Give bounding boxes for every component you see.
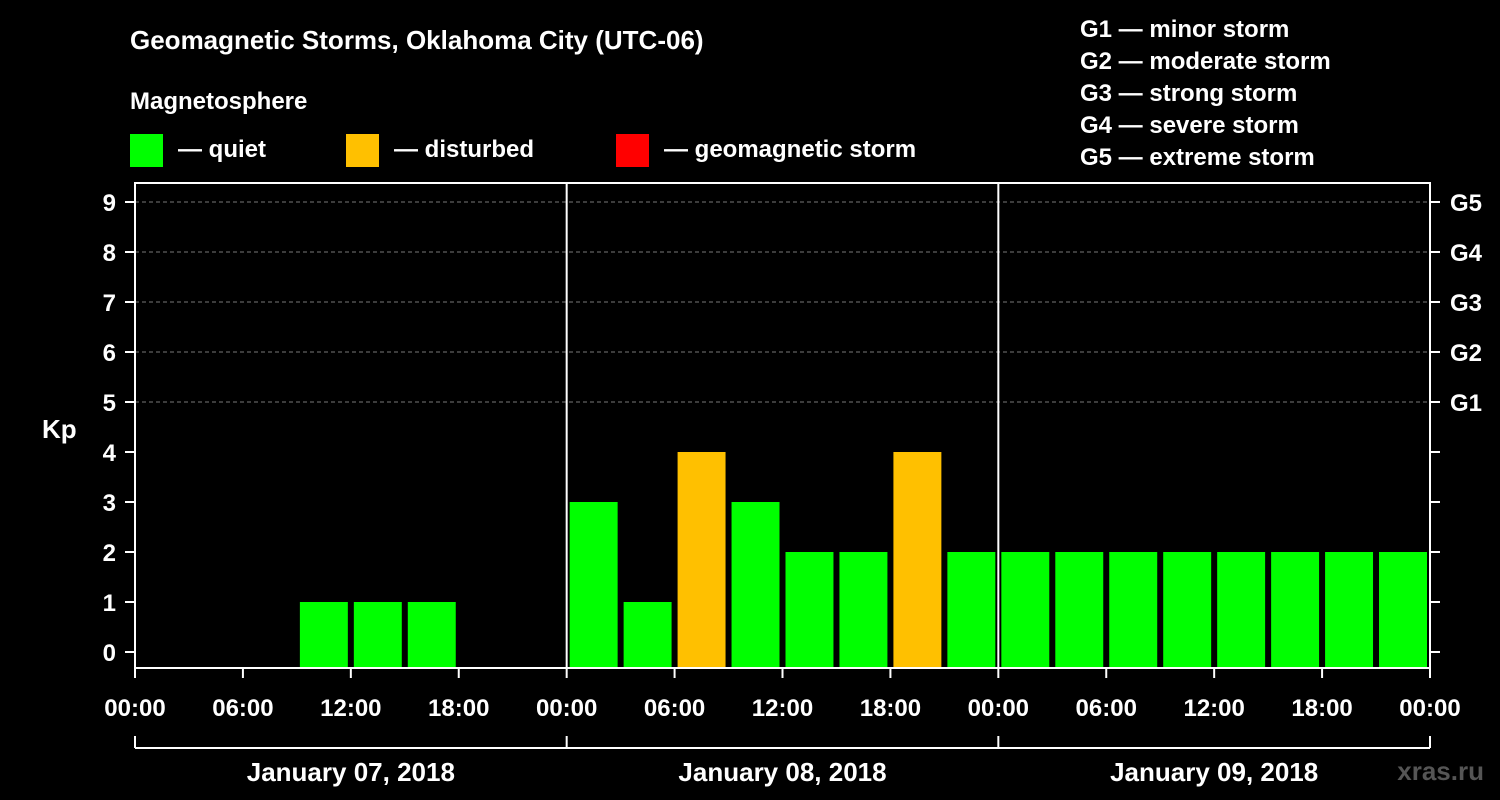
storm-scale-g3: G3 — strong storm [1080,80,1297,107]
y-tick-label: 5 [103,390,116,417]
day-label: January 09, 2018 [1110,757,1318,787]
legend-swatch-quiet [130,134,163,167]
kp-bar [1109,552,1158,668]
y-tick-label: 8 [103,240,116,267]
watermark: xras.ru [1397,756,1484,786]
x-tick-label: 06:00 [212,695,273,722]
kp-bar [299,602,348,668]
x-tick-label: 00:00 [1399,695,1460,722]
day-label: January 07, 2018 [247,757,455,787]
x-tick-label: 00:00 [536,695,597,722]
x-tick-label: 00:00 [968,695,1029,722]
legend-swatch-storm [616,134,649,167]
storm-level-label: G3 [1450,290,1482,317]
legend-swatch-disturbed [346,134,379,167]
x-tick-label: 06:00 [644,695,705,722]
legend-label-quiet: — quiet [178,136,266,163]
kp-bar [569,502,618,668]
y-tick-label: 4 [103,440,117,467]
kp-bar [1163,552,1212,668]
y-tick-label: 7 [103,290,116,317]
x-tick-label: 18:00 [428,695,489,722]
kp-bar [731,502,780,668]
x-tick-label: 06:00 [1076,695,1137,722]
kp-bar [623,602,672,668]
storm-level-label: G1 [1450,390,1482,417]
legend-heading: Magnetosphere [130,88,307,115]
kp-bar [839,552,888,668]
kp-bar [785,552,834,668]
kp-bar [893,452,942,668]
kp-bar [1055,552,1104,668]
storm-level-label: G5 [1450,190,1482,217]
kp-bar [947,552,996,668]
x-tick-label: 18:00 [1291,695,1352,722]
kp-bar [1271,552,1320,668]
storm-scale-g5: G5 — extreme storm [1080,144,1315,171]
storm-scale-g1: G1 — minor storm [1080,16,1289,43]
x-tick-label: 12:00 [320,695,381,722]
y-tick-label: 0 [103,640,116,667]
y-tick-label: 9 [103,190,116,217]
storm-level-label: G2 [1450,340,1482,367]
kp-bar [1001,552,1050,668]
legend-label-storm: — geomagnetic storm [664,136,916,163]
kp-bar [1379,552,1427,668]
y-tick-label: 2 [103,540,116,567]
legend-label-disturbed: — disturbed [394,136,534,163]
y-tick-label: 6 [103,340,116,367]
kp-bar [1325,552,1374,668]
kp-bar [353,602,402,668]
storm-level-label: G4 [1450,240,1483,267]
y-axis-label: Kp [42,414,77,444]
x-tick-label: 00:00 [104,695,165,722]
kp-bar [1217,552,1266,668]
y-tick-label: 1 [103,590,116,617]
storm-scale-g2: G2 — moderate storm [1080,48,1331,75]
x-tick-label: 12:00 [752,695,813,722]
storm-scale-g4: G4 — severe storm [1080,112,1299,139]
chart-title: Geomagnetic Storms, Oklahoma City (UTC-0… [130,25,704,55]
kp-bar [407,602,456,668]
y-tick-label: 3 [103,490,116,517]
plot-area: 0 1 2 3 4 5 6 7 8 9 G1 G2 G3 G4 G5 00:00 06:00 12:00 18:00… [103,182,1483,787]
x-tick-label: 12:00 [1183,695,1244,722]
kp-bar [677,452,726,668]
x-tick-label: 18:00 [860,695,921,722]
day-label: January 08, 2018 [678,757,886,787]
